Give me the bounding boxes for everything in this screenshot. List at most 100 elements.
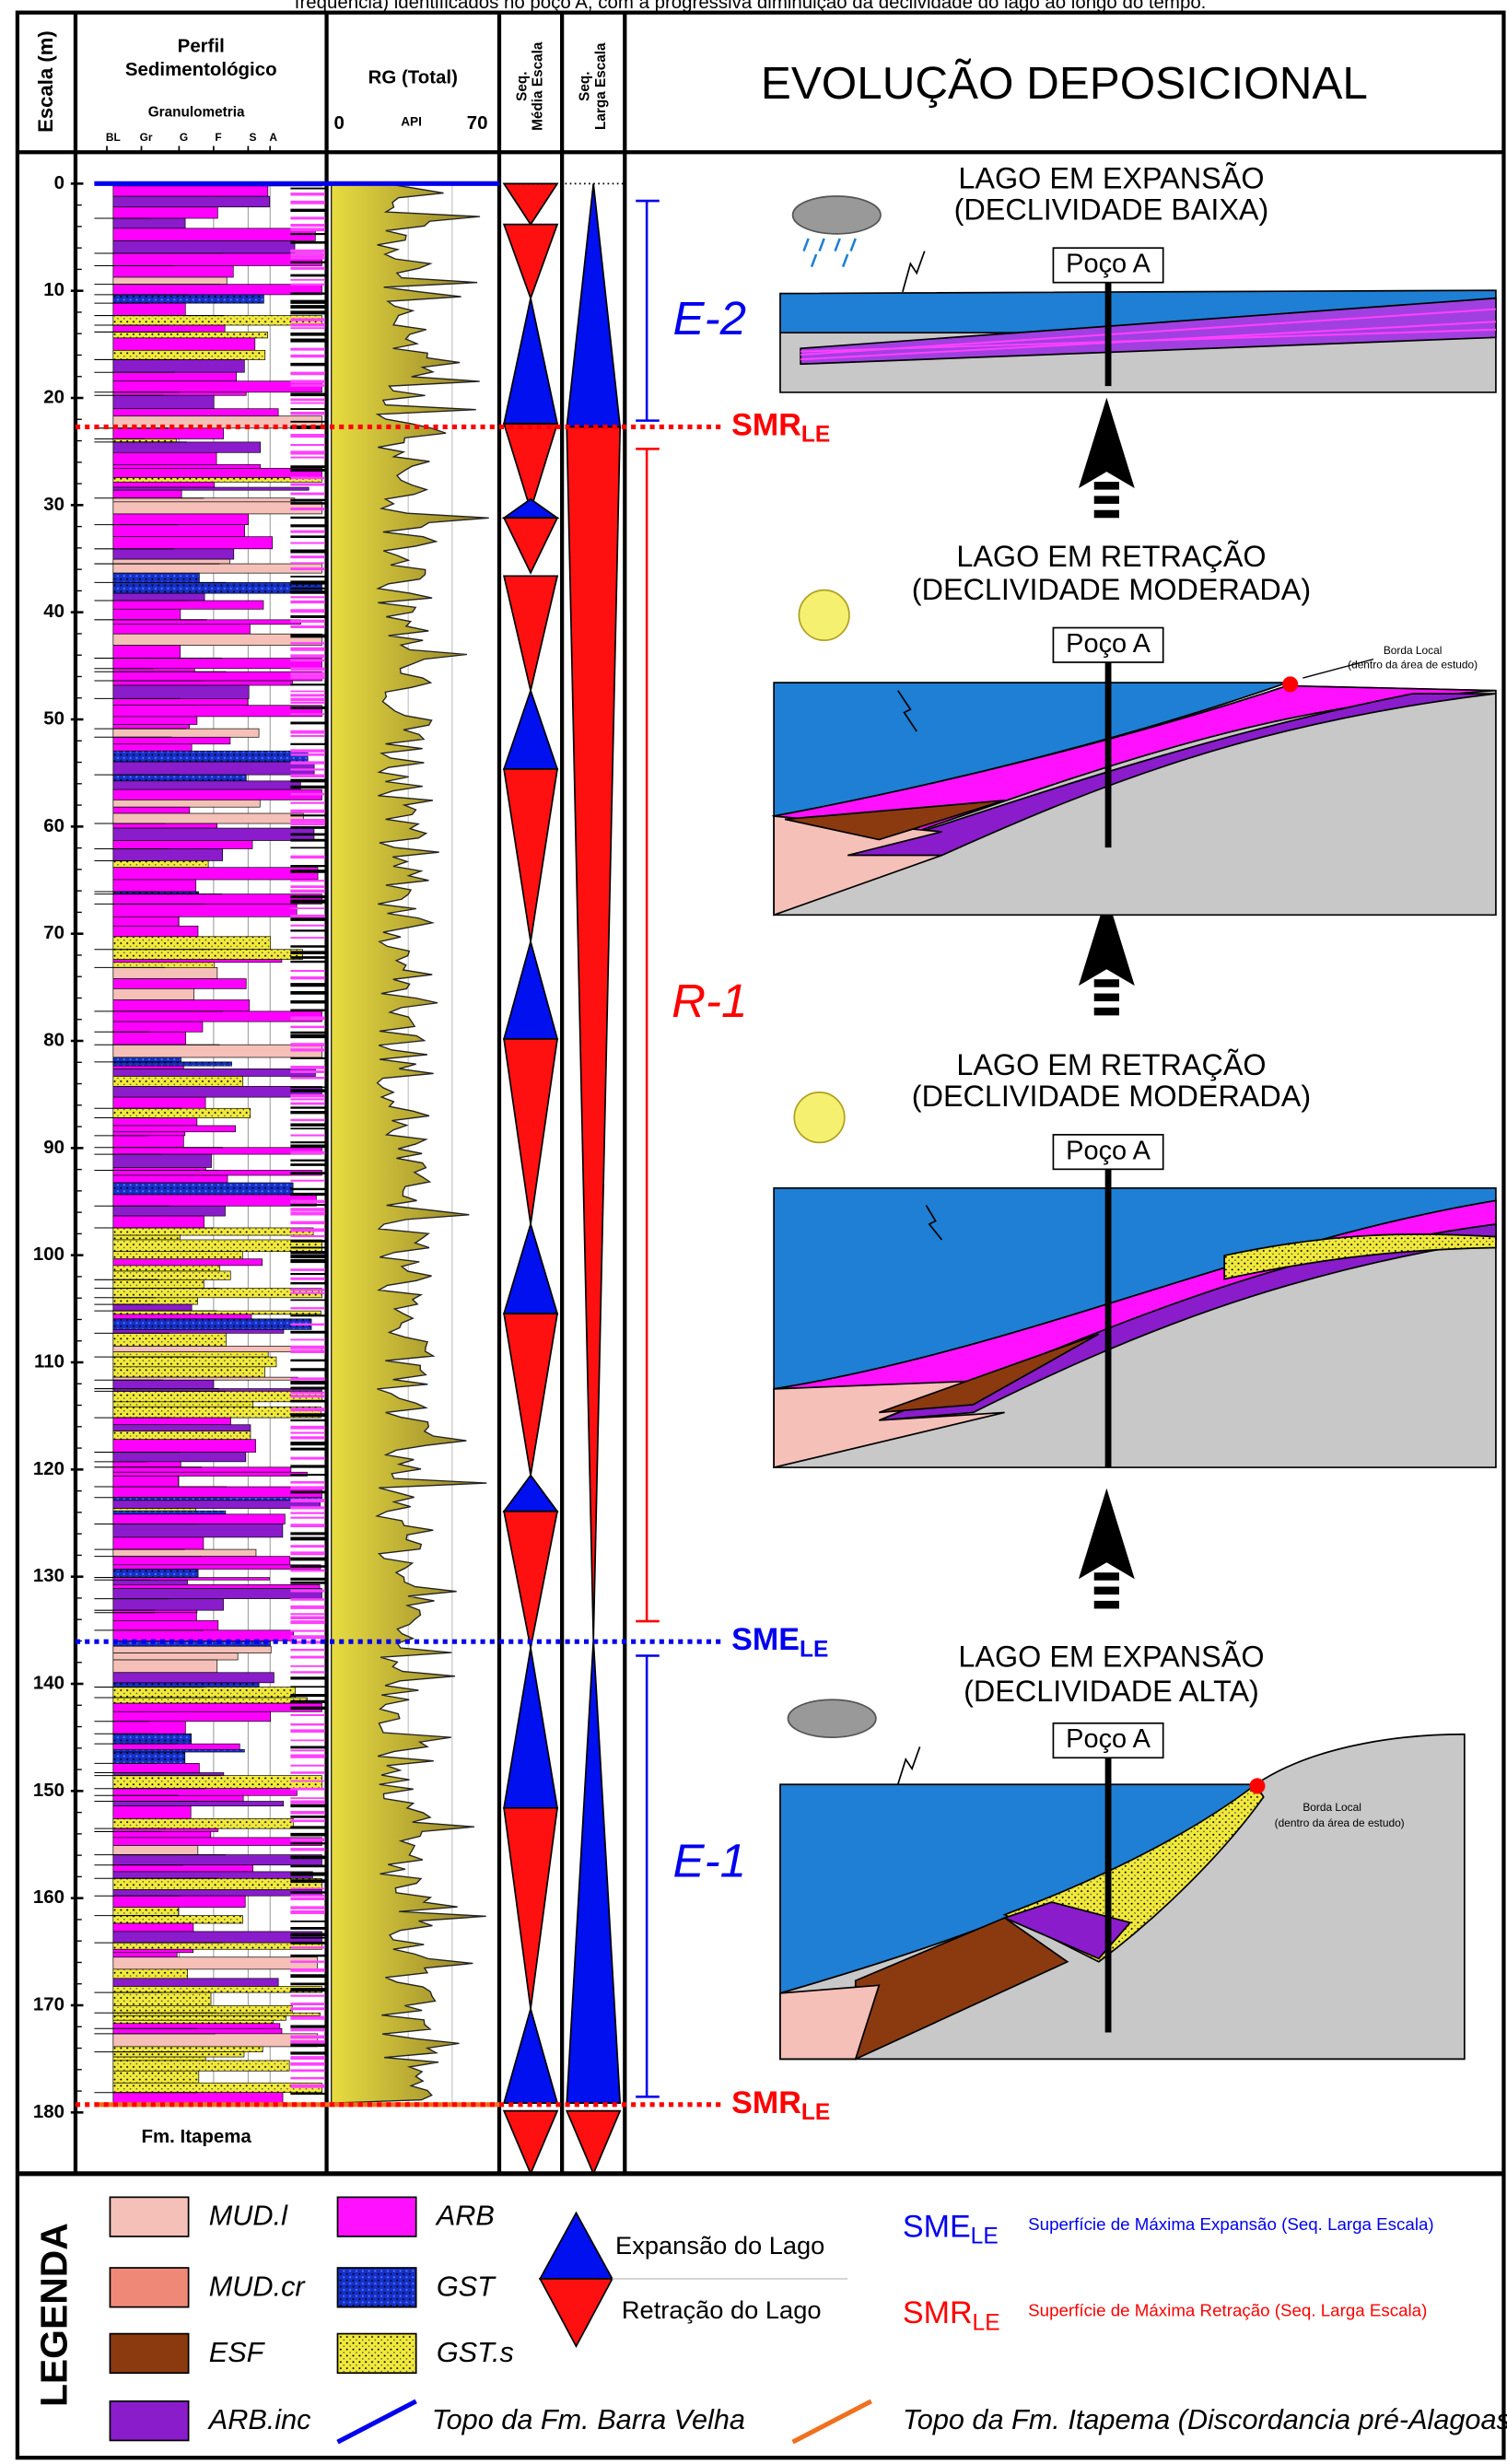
log-bed (113, 1722, 186, 1734)
log-bed (113, 338, 255, 350)
log-bed (113, 1271, 230, 1279)
surface-label-sub: LE (801, 2101, 830, 2126)
log-bed (113, 625, 251, 634)
log-bed (113, 1806, 191, 1819)
log-bed (113, 1846, 198, 1855)
log-bed (113, 2015, 286, 2020)
legend-top: Topo da Fm. Itapema (Discordancia pré-Al… (903, 2404, 1507, 2435)
legend-surface-main: SMR (903, 2295, 973, 2330)
log-bed (113, 1235, 181, 1240)
log-bed (113, 762, 314, 775)
log-bed (113, 1022, 203, 1032)
arrow-dash (1094, 994, 1119, 1002)
log-bed (113, 265, 233, 277)
arrow-dash (1094, 1572, 1119, 1581)
log-bed (113, 807, 190, 813)
edge-note: (dentro da área de estudo) (1348, 659, 1478, 671)
panel-title: LAGO EM RETRAÇÃO (956, 1047, 1266, 1081)
log-bed (113, 573, 200, 582)
log-bed (113, 685, 249, 698)
retraction-triangle (504, 2111, 557, 2174)
log-bed (113, 926, 198, 937)
panel-title: (DECLIVIDADE MODERADA) (912, 573, 1311, 606)
log-bed (113, 1613, 197, 1621)
retraction-triangle (504, 424, 557, 510)
legend-facies: GST (437, 2271, 496, 2302)
retraction-triangle (504, 183, 557, 224)
depth-label: 70 (43, 922, 64, 943)
sun (799, 590, 849, 641)
retraction-triangle (504, 769, 557, 941)
log-bed (113, 1549, 256, 1557)
arrow-dash (1094, 1601, 1119, 1609)
depth-label: 50 (43, 707, 64, 729)
depth-label: 120 (33, 1458, 64, 1479)
lightning (903, 251, 925, 292)
log-bed (113, 1216, 204, 1228)
log-bed (113, 1865, 253, 1872)
log-bed (113, 860, 208, 867)
log-bed (113, 848, 223, 860)
log-bed (113, 1440, 256, 1453)
depth-label: 170 (33, 1993, 64, 2014)
log-bed (113, 392, 246, 395)
surface-label: SMRLE (731, 407, 830, 448)
log-bed (113, 1333, 227, 1346)
legend-swatch (110, 2334, 188, 2374)
log-bed (113, 1195, 317, 1206)
seq-title: Média Escala (531, 41, 546, 131)
edge-note: Borda Local (1384, 644, 1443, 657)
log-bed (113, 1916, 243, 1923)
log-bed (113, 1467, 291, 1472)
log-bed (113, 1126, 236, 1132)
legend-surface-sub: LE (973, 2311, 1000, 2336)
depth-label: 40 (43, 601, 64, 622)
log-bed (113, 1599, 224, 1611)
log-bed (113, 1076, 243, 1086)
grain-size: S (250, 131, 257, 144)
log-bed (113, 1630, 294, 1641)
retraction-triangle (504, 1512, 557, 1648)
retraction-triangle (504, 1039, 557, 1224)
legend-title: LEGENDA (32, 2223, 75, 2407)
depth-label: 0 (54, 172, 64, 193)
log-bed (113, 2061, 289, 2071)
legend-facies: ESF (209, 2337, 266, 2368)
legend-swatch (110, 2401, 188, 2441)
log-bed (113, 979, 246, 989)
depth-label: 30 (43, 494, 64, 515)
log-bed (113, 1992, 211, 2005)
legend-facies: ARB.inc (207, 2404, 311, 2435)
log-bed (113, 514, 249, 525)
retraction-triangle (504, 518, 557, 573)
log-bed (113, 2034, 318, 2047)
log-bed (113, 1698, 308, 1703)
log-bed (113, 350, 265, 359)
log-bed (113, 1501, 321, 1509)
log-bed (113, 1565, 321, 1570)
log-bed (113, 1795, 243, 1801)
figure: frequência) identificados no poço A, com… (0, 0, 1507, 2464)
log-bed (113, 698, 248, 705)
log-bed (113, 904, 297, 917)
rain (804, 239, 856, 267)
log-bed (113, 1789, 298, 1796)
log-bed (113, 1132, 185, 1136)
legend-surface-desc: Superfície de Máxima Retração (Seq. Larg… (1028, 2301, 1427, 2320)
evolution-title: EVOLUÇÃO DEPOSICIONAL (761, 58, 1368, 109)
log-bed (113, 1831, 211, 1837)
panel-title: (DECLIVIDADE MODERADA) (912, 1080, 1311, 1113)
log-bed (113, 2057, 205, 2061)
log-bed (113, 593, 204, 601)
log-bed (113, 1329, 284, 1333)
log-bed (113, 937, 271, 950)
legend-surface: SMELE (903, 2209, 999, 2249)
arrow-dash (1094, 510, 1119, 519)
log-bed (113, 2024, 280, 2028)
log-bed (113, 1319, 311, 1330)
log-bed (113, 1749, 245, 1752)
surface-label-sub: LE (800, 1638, 828, 1663)
edge-point (1282, 676, 1298, 692)
log-bed (113, 1136, 183, 1148)
log-bed (113, 1660, 217, 1673)
